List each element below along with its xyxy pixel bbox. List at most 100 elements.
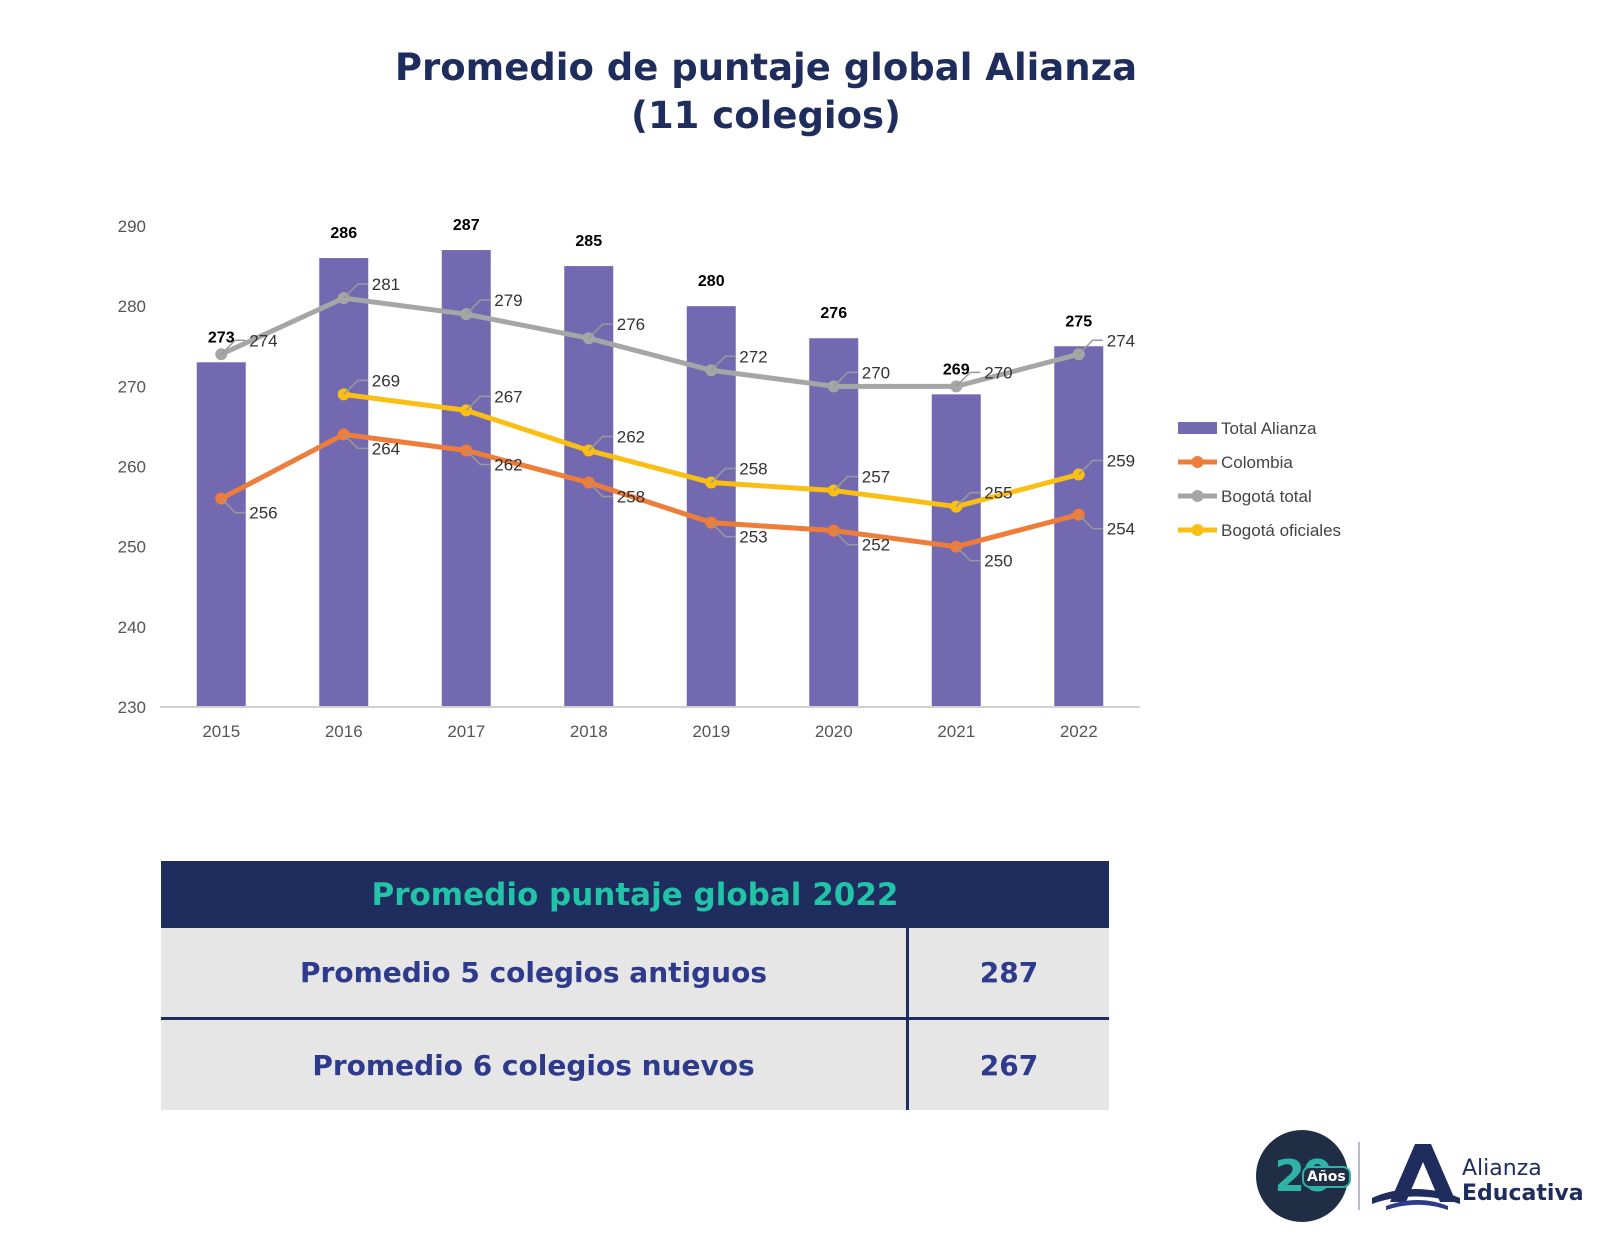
y-tick-label: 240 [118,618,146,637]
data-label-leader [343,283,368,299]
data-label-leader [220,498,246,514]
legend-label: Colombia [1221,453,1293,472]
y-tick-label: 280 [118,297,146,316]
legend-label: Bogotá total [1221,487,1312,506]
y-tick-label: 250 [118,538,146,557]
data-label-leader [1078,339,1103,355]
bar [319,258,369,707]
data-label-leader [710,522,736,538]
bar-data-label: 287 [453,217,480,234]
y-tick-label: 290 [118,217,146,236]
x-tick-label: 2015 [202,722,240,741]
logo-text-educativa: Educativa [1462,1181,1584,1206]
data-label-leader [1078,514,1103,530]
data-label-leader [710,467,736,484]
data-label-leader [465,449,491,466]
legend-marker [1191,524,1204,536]
bar [196,362,246,707]
data-label-leader [343,433,368,450]
logo-divider [1358,1142,1360,1210]
data-label-leader [588,435,613,451]
legend-swatch [1178,422,1217,434]
x-tick-label: 2022 [1060,722,1098,741]
point-data-label: 252 [862,536,890,555]
series-line [218,295,1082,389]
alianza-a-icon [1372,1144,1460,1210]
bar-data-label: 269 [943,361,970,378]
point-data-label: 255 [984,484,1012,503]
bar [809,338,859,707]
data-label-leader [588,323,613,339]
bar [441,250,491,708]
point-data-label: 259 [1107,452,1135,471]
series-line [218,431,1082,550]
point-data-label: 262 [617,427,645,446]
point-data-label: 276 [617,315,645,334]
point-data-label: 257 [862,468,890,487]
page-title: Promedio de puntaje global Alianza (11 c… [0,44,1532,140]
point-data-label: 270 [984,363,1012,382]
x-tick-label: 2020 [815,722,853,741]
point-data-label: 270 [862,363,890,382]
row-value: 267 [979,1048,1039,1082]
point-data-label: 250 [984,552,1012,571]
bar-data-label: 280 [698,273,725,290]
legend-marker [1191,490,1204,502]
y-tick-label: 260 [118,458,146,477]
badge-word: Años [1302,1166,1351,1188]
data-label-leader [465,395,491,411]
point-data-label: 254 [1107,520,1135,539]
bar-data-label: 275 [1065,313,1092,330]
bar-data-label: 286 [330,225,357,242]
x-tick-label: 2016 [325,722,363,741]
table-row: Promedio 5 colegios antiguos 287 [161,928,1109,1020]
x-tick-label: 2017 [447,722,485,741]
point-data-label: 272 [739,347,767,366]
point-data-label: 267 [494,387,522,406]
point-data-label: 258 [739,460,767,479]
data-label-leader [343,379,368,395]
point-data-label: 279 [494,291,522,310]
point-data-label: 262 [494,455,522,474]
x-tick-label: 2018 [570,722,608,741]
title-line-1: Promedio de puntaje global Alianza [394,46,1138,89]
score-chart: 230 240 250 260 270 280 290 2015 2016 2017 2018 201… [118,217,1341,741]
point-data-label: 258 [617,488,645,507]
legend-label: Bogotá oficiales [1221,521,1341,540]
row-value: 287 [979,956,1039,989]
table-row: Promedio 6 colegios nuevos 267 [161,1020,1109,1110]
data-label-leader [955,546,981,562]
bar [1054,346,1104,707]
data-label-leader [220,339,246,355]
y-tick-label: 270 [118,377,146,396]
summary-table: Promedio puntaje global 2022 Promedio 5 … [161,861,1109,1110]
x-tick-label: 2019 [692,722,730,741]
bar-data-label: 276 [820,305,847,322]
legend-label: Total Alianza [1221,419,1317,438]
point-data-label: 269 [372,371,400,390]
title-line-2: (11 colegios) [631,94,901,137]
x-tick-label: 2021 [937,722,975,741]
data-label-leader [710,355,736,371]
data-label-leader [588,482,613,498]
data-label-leader [1078,459,1103,476]
summary-header: Promedio puntaje global 2022 [161,861,1109,928]
row-label: Promedio 5 colegios antiguos [161,928,909,1017]
point-data-label: 253 [739,528,767,547]
row-label: Promedio 6 colegios nuevos [161,1020,909,1110]
point-data-label: 264 [372,439,400,458]
alianza-educativa-logo: 20 Años Alianza Educativa [1256,1130,1584,1226]
data-label-leader [833,475,858,492]
data-label-leader [955,371,981,387]
logo-text-alianza: Alianza [1462,1156,1542,1181]
y-tick-label: 230 [118,698,146,717]
data-label-leader [833,371,858,387]
bar-data-label: 285 [575,233,602,250]
point-data-label: 274 [1107,331,1135,350]
data-label-leader [465,299,491,315]
data-label-leader [955,491,981,508]
legend-marker [1191,456,1204,468]
point-data-label: 274 [249,331,277,350]
bar-data-label: 273 [208,329,235,346]
point-data-label: 281 [372,275,400,294]
